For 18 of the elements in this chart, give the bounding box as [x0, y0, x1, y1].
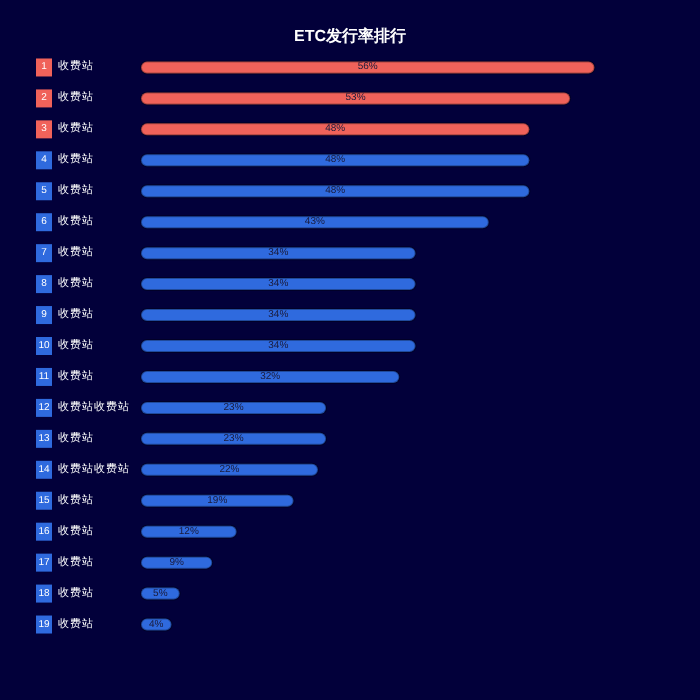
bar	[140, 431, 328, 446]
bar	[140, 122, 531, 137]
bar	[140, 369, 401, 384]
bar	[140, 308, 417, 323]
bar	[140, 153, 531, 168]
bar	[140, 524, 238, 539]
bar	[140, 555, 214, 570]
bar	[140, 462, 319, 477]
bar	[140, 215, 490, 230]
bar	[140, 277, 417, 292]
bar	[140, 400, 328, 415]
bar	[140, 493, 295, 508]
bar	[140, 60, 596, 75]
bar	[140, 246, 417, 261]
bar	[140, 91, 572, 106]
bar	[140, 184, 531, 199]
chart-title: ETC发行率排行	[294, 25, 406, 45]
bar	[140, 339, 417, 353]
